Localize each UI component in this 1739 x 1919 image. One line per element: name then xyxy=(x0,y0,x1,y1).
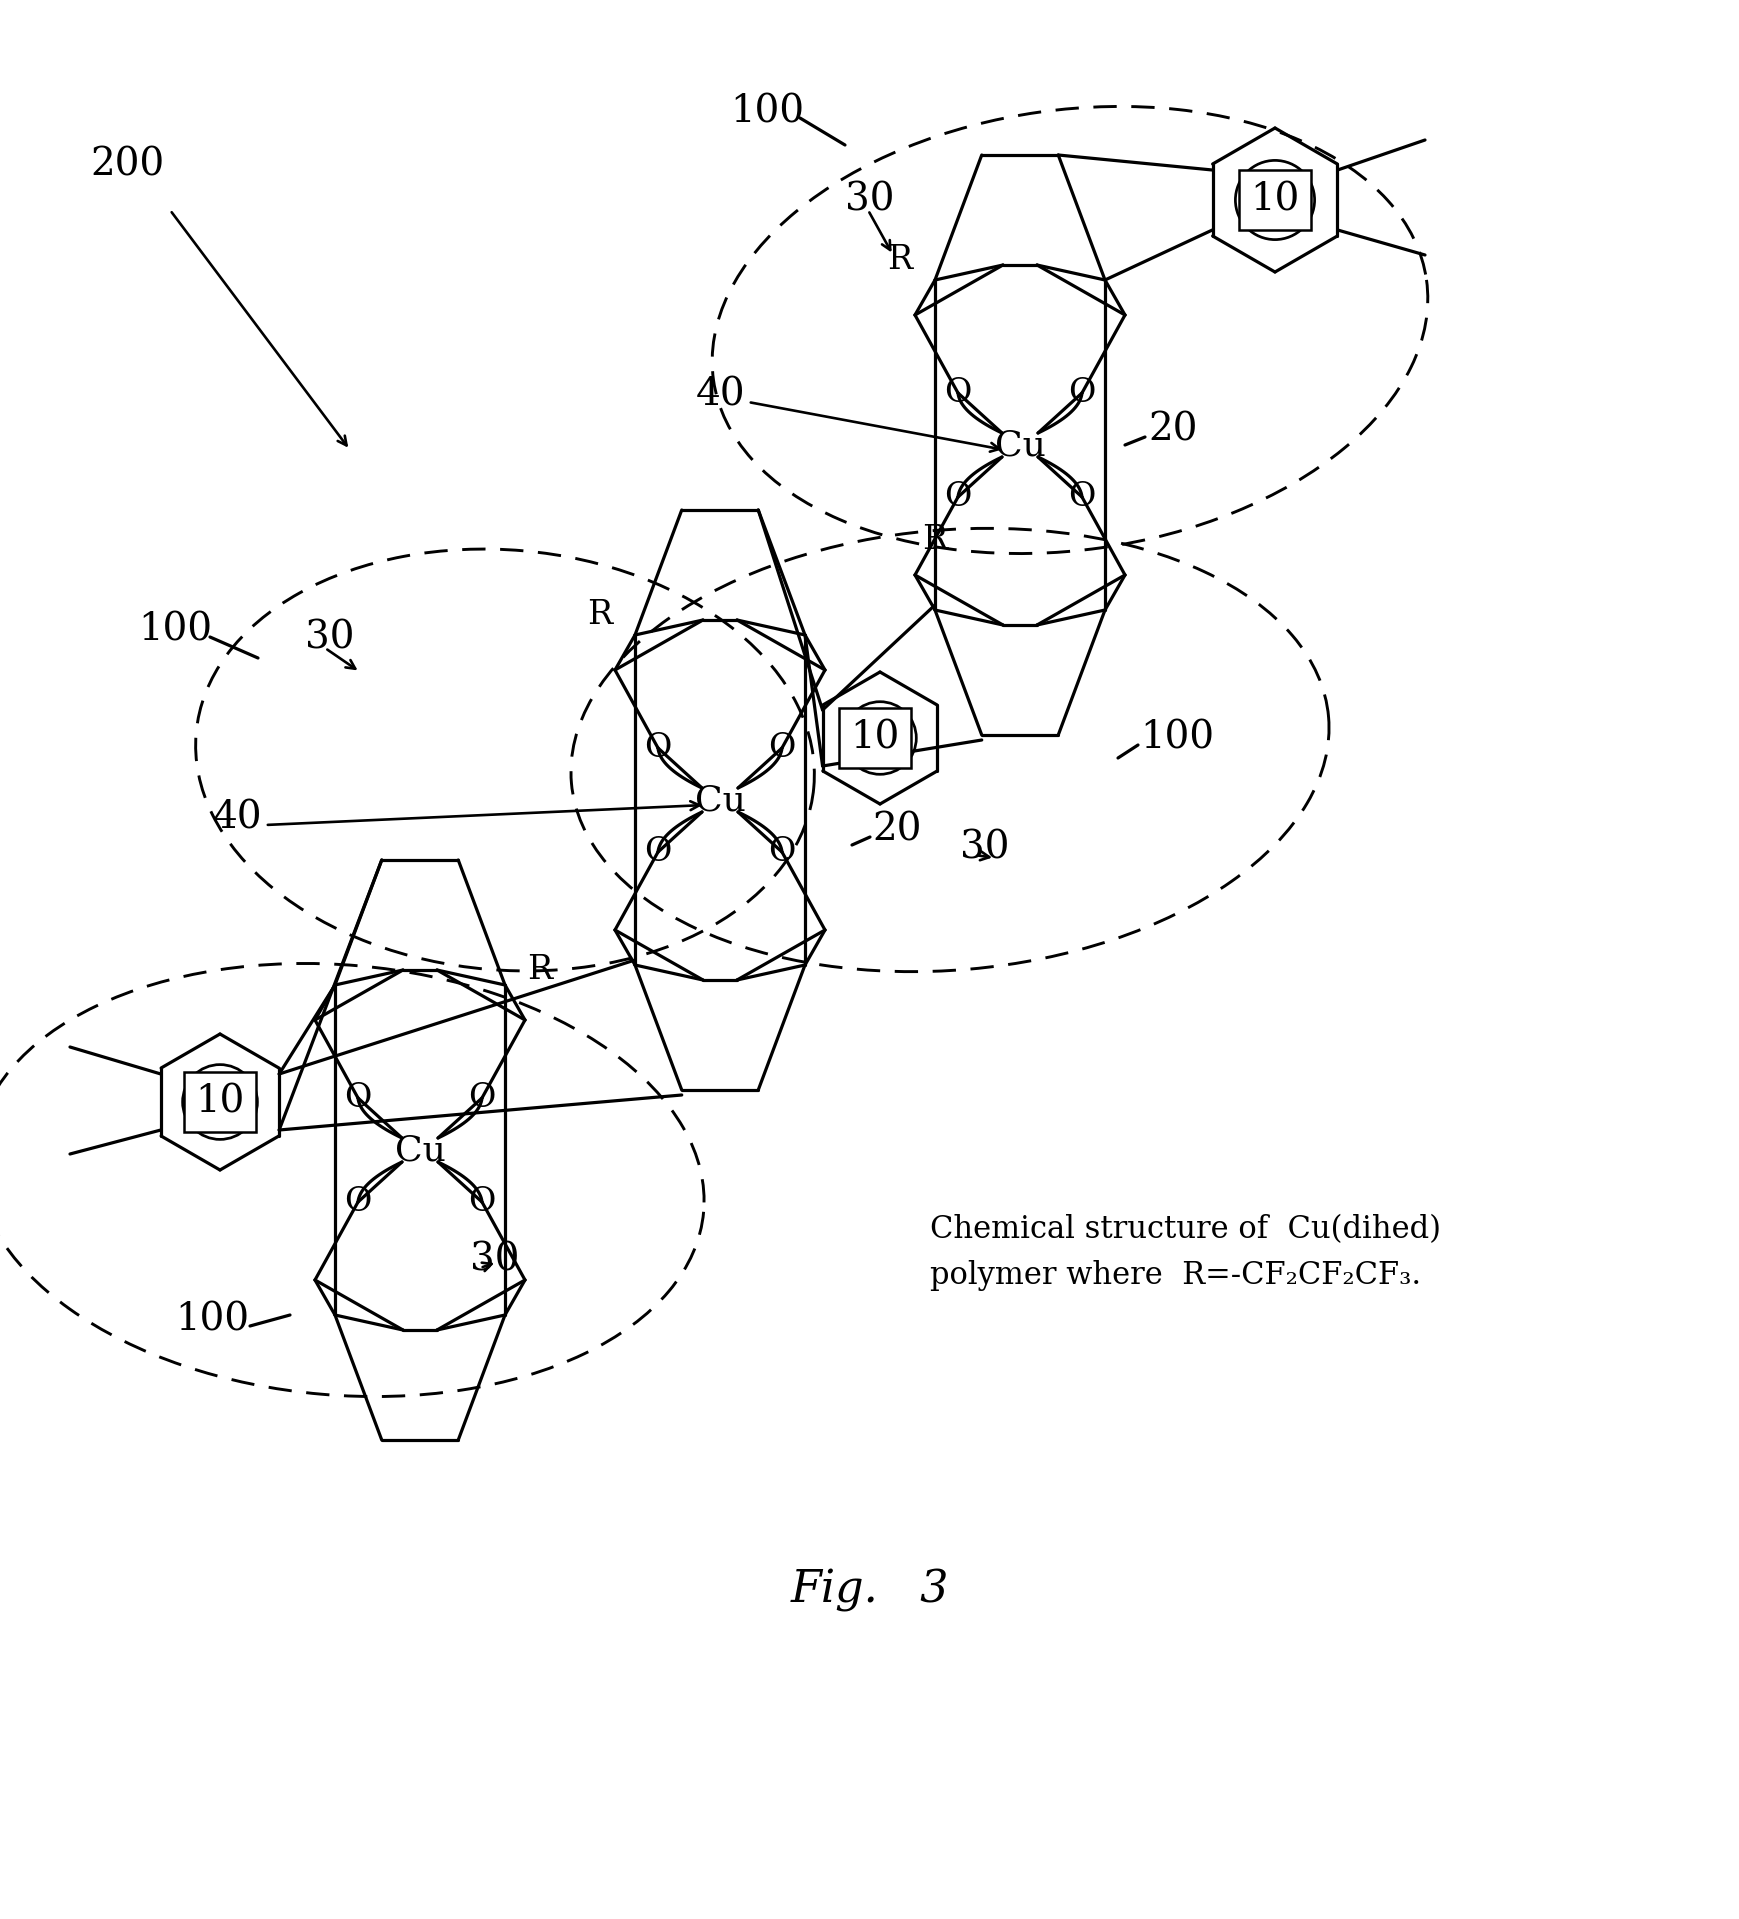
Text: O: O xyxy=(1068,376,1096,409)
Text: Cu: Cu xyxy=(694,783,744,817)
Text: 20: 20 xyxy=(1148,411,1196,449)
Text: Cu: Cu xyxy=(395,1132,445,1167)
Text: polymer where  R=-CF₂CF₂CF₃.: polymer where R=-CF₂CF₂CF₃. xyxy=(929,1259,1421,1290)
Text: O: O xyxy=(1068,482,1096,512)
Text: R: R xyxy=(887,244,911,276)
Text: 100: 100 xyxy=(730,94,803,130)
Text: 20: 20 xyxy=(871,812,922,848)
Text: R: R xyxy=(588,599,612,631)
Text: Chemical structure of  Cu(dihed): Chemical structure of Cu(dihed) xyxy=(929,1215,1440,1245)
Text: O: O xyxy=(468,1082,496,1115)
Text: 10: 10 xyxy=(195,1084,245,1121)
Text: Cu: Cu xyxy=(995,428,1045,462)
Text: 100: 100 xyxy=(137,612,212,649)
Text: 40: 40 xyxy=(696,376,744,413)
Text: O: O xyxy=(944,376,970,409)
Text: 200: 200 xyxy=(90,146,163,184)
Text: O: O xyxy=(643,837,671,867)
Text: O: O xyxy=(944,482,970,512)
Text: O: O xyxy=(468,1186,496,1219)
Text: O: O xyxy=(643,731,671,764)
Text: 30: 30 xyxy=(470,1242,520,1278)
Text: 10: 10 xyxy=(850,720,899,756)
Text: 30: 30 xyxy=(304,620,355,656)
Text: O: O xyxy=(344,1082,372,1115)
Text: R: R xyxy=(922,524,948,557)
Text: 100: 100 xyxy=(176,1301,249,1338)
Text: O: O xyxy=(769,731,795,764)
Text: 100: 100 xyxy=(1139,720,1214,756)
Text: 40: 40 xyxy=(212,800,263,837)
Text: 30: 30 xyxy=(845,182,894,219)
Text: 30: 30 xyxy=(960,829,1009,867)
Text: Fig.   3: Fig. 3 xyxy=(790,1568,949,1612)
Text: 10: 10 xyxy=(1250,182,1299,219)
Text: O: O xyxy=(769,837,795,867)
Text: O: O xyxy=(344,1186,372,1219)
Text: R: R xyxy=(527,954,553,986)
